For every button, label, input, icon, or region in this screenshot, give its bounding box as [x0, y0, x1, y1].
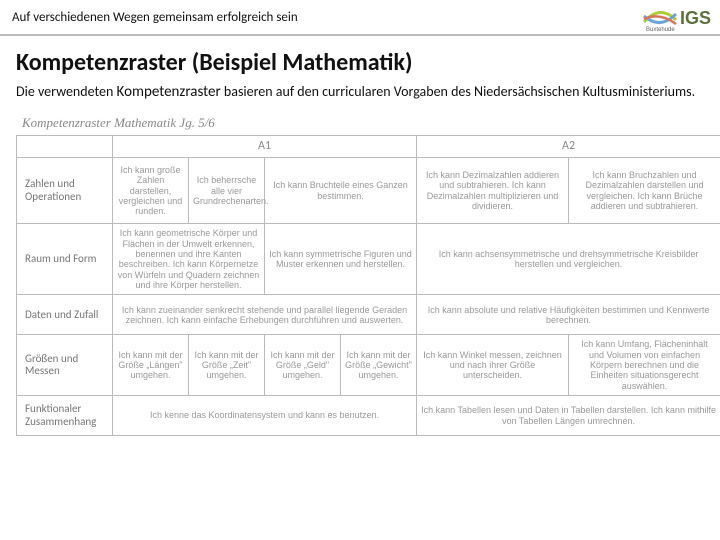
- cell: Ich beherrsche alle vier Grundrechenarte…: [189, 158, 265, 224]
- cell: Ich kann Winkel messen, zeichnen und nac…: [417, 335, 569, 396]
- intro-part-a: Die verwendeten: [16, 83, 117, 100]
- rowhead-funktional: Funktionaler Zusammenhang: [17, 396, 113, 436]
- intro-part-c: basieren auf den curricularen Vorgaben d…: [221, 83, 695, 100]
- competence-grid: Kompetenzraster Mathematik Jg. 5/6 A1 A2…: [16, 115, 704, 437]
- cell: Ich kann geometrische Körper und Flächen…: [113, 224, 265, 295]
- rowhead-raum: Raum und Form: [17, 224, 113, 295]
- cell: Ich kann zueinander senkrecht stehende u…: [113, 295, 417, 335]
- cell: Ich kann achsensymmetrische und drehsymm…: [417, 224, 720, 295]
- rowhead-zahlen: Zahlen und Operationen: [17, 158, 113, 224]
- cell: Ich kann mit der Größe „Zeit" umgehen.: [189, 335, 265, 396]
- grid-caption: Kompetenzraster Mathematik Jg. 5/6: [22, 115, 704, 131]
- level-a1-header: A1: [113, 135, 417, 158]
- logo-subtext: Buxtehude: [646, 27, 675, 32]
- cell: Ich kann mit der Größe „Gewicht" umgehen…: [341, 335, 417, 396]
- cell: Ich kann große Zahlen darstellen, vergle…: [113, 158, 189, 224]
- cell: Ich kann mit der Größe „Geld" umgehen.: [265, 335, 341, 396]
- cell: Ich kann absolute und relative Häufigkei…: [417, 295, 720, 335]
- tagline: Auf verschiedenen Wegen gemeinsam erfolg…: [12, 10, 298, 25]
- header-bar: Auf verschiedenen Wegen gemeinsam erfolg…: [0, 0, 720, 36]
- logo-text: IGS: [680, 8, 711, 28]
- cell: Ich kann symmetrische Figuren und Muster…: [265, 224, 417, 295]
- cell: Ich kann mit der Größe „Längen" umgehen.: [113, 335, 189, 396]
- school-logo: Buxtehude IGS: [642, 2, 712, 32]
- rowhead-daten: Daten und Zufall: [17, 295, 113, 335]
- level-a2-header: A2: [417, 135, 720, 158]
- cell: Ich kenne das Koordinatensystem und kann…: [113, 396, 417, 436]
- logo-swoosh-icon: Buxtehude IGS: [642, 2, 712, 32]
- competence-table: A1 A2 Zahlen und Operationen Ich kann gr…: [16, 135, 720, 437]
- rowhead-groessen: Größen und Messen: [17, 335, 113, 396]
- intro-text: Die verwendeten Kompetenzraster basieren…: [16, 83, 704, 103]
- cell: Ich kann Bruchteile eines Ganzen bestimm…: [265, 158, 417, 224]
- cell: Ich kann Umfang, Flächeninhalt und Volum…: [569, 335, 720, 396]
- cell: Ich kann Dezimalzahlen addieren und subt…: [417, 158, 569, 224]
- corner-cell: [17, 135, 113, 158]
- cell: Ich kann Tabellen lesen und Daten in Tab…: [417, 396, 720, 436]
- intro-part-b: Kompetenzraster: [117, 83, 221, 101]
- page-title: Kompetenzraster (Beispiel Mathematik): [16, 48, 704, 77]
- cell: Ich kann Bruchzahlen und Dezimalzahlen d…: [569, 158, 720, 224]
